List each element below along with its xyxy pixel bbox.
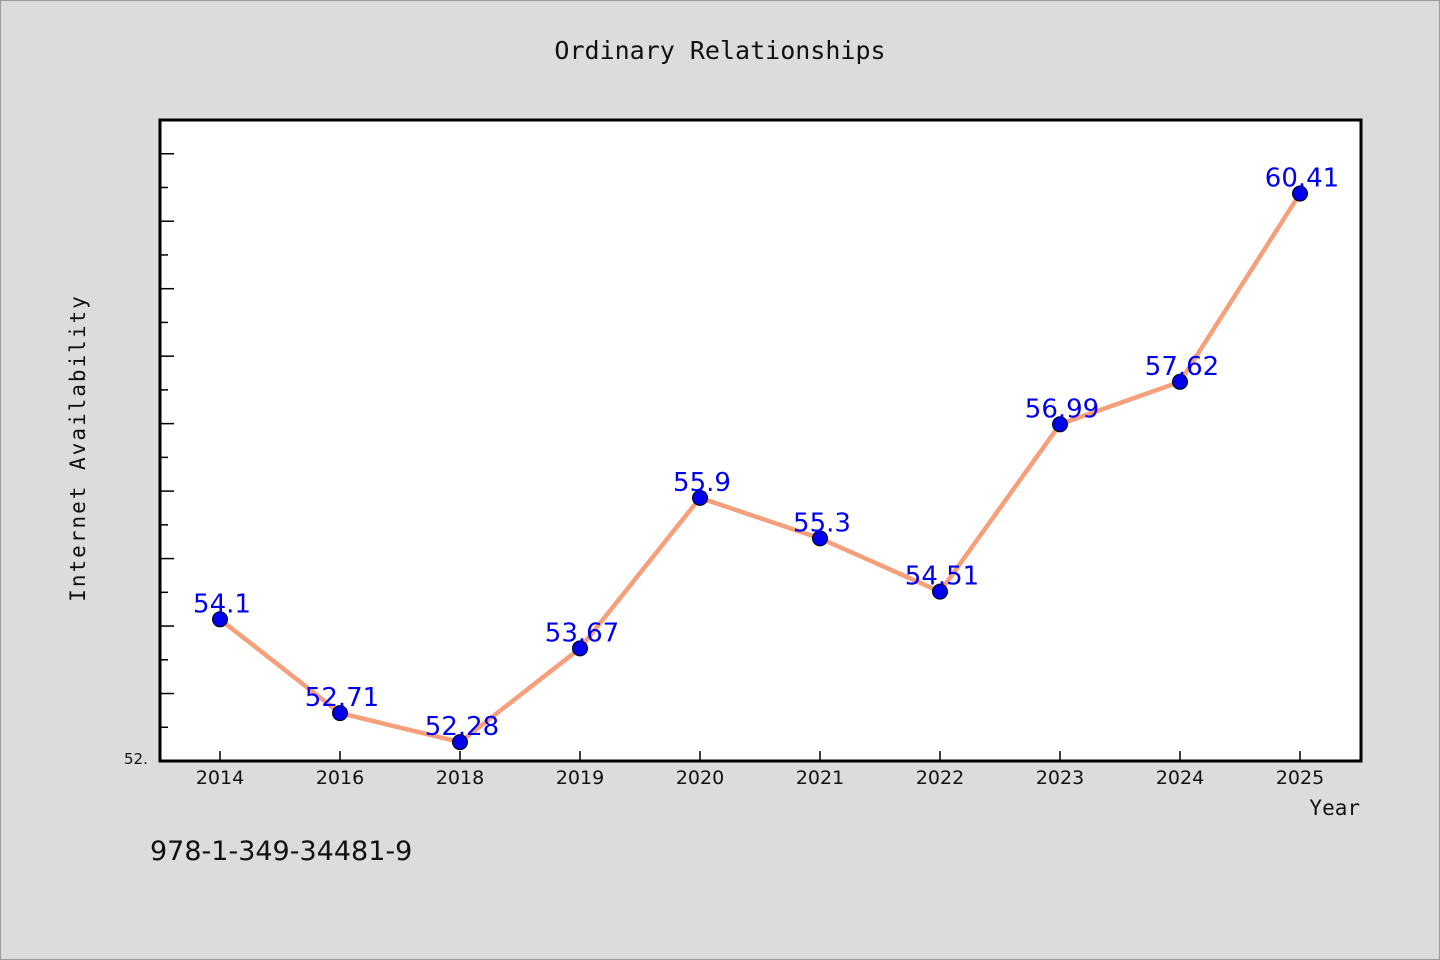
series-line [217, 191, 1303, 745]
x-tick-label: 2016 [316, 767, 364, 789]
data-label: 54.1 [193, 589, 251, 619]
data-label: 60.41 [1265, 164, 1339, 194]
x-tick-label: 2014 [196, 767, 244, 789]
footer-code: 978-1-349-34481-9 [150, 836, 413, 867]
x-tick-label: 2018 [436, 767, 484, 789]
data-label: 54.51 [905, 562, 979, 592]
data-point [1172, 373, 1188, 390]
series-group: 54.1 52.71 52.28 53.67 55.9 55.3 54.51 56.99 57.… [193, 164, 1339, 751]
data-point [812, 530, 828, 547]
x-tick-label: 2019 [556, 767, 604, 789]
data-label: 55.9 [673, 468, 731, 498]
data-label: 55.3 [793, 508, 851, 538]
x-tick-label: 2024 [1156, 767, 1204, 789]
data-point [932, 583, 948, 600]
data-point [1052, 416, 1068, 433]
x-axis-label: Year [1309, 796, 1360, 820]
data-point [572, 640, 588, 657]
data-point [452, 734, 468, 751]
y-axis-label: Internet Availability [66, 294, 90, 602]
data-label: 53.67 [545, 618, 619, 648]
data-point [332, 705, 348, 722]
chart-title: Ordinary Relationships [554, 36, 886, 65]
data-label: 57.62 [1145, 352, 1219, 382]
x-tick-label: 2021 [796, 767, 844, 789]
x-tick-label: 2022 [916, 767, 964, 789]
data-point [692, 489, 708, 506]
x-tick-label: 2025 [1276, 767, 1324, 789]
plot-border [158, 118, 1363, 763]
x-tick-label: 2020 [676, 767, 724, 789]
x-tick-label: 2023 [1036, 767, 1084, 789]
data-point [1292, 185, 1308, 202]
plot-area [160, 120, 1361, 761]
data-label: 52.28 [425, 712, 499, 742]
data-label: 56.99 [1025, 394, 1099, 424]
y-axis-min-tick-label: 52. [124, 750, 148, 768]
data-label: 52.71 [305, 683, 379, 713]
data-point [212, 611, 228, 628]
x-axis-ticks: 2014 2016 2018 2019 2020 2021 2022 2023 2024 2025 [196, 751, 1324, 789]
